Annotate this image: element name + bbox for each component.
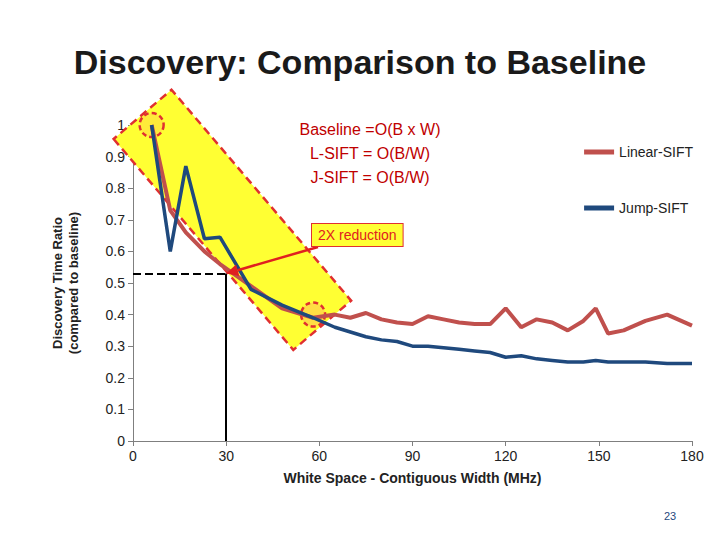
svg-text:0.5: 0.5 [106, 275, 126, 291]
svg-text:180: 180 [680, 448, 704, 464]
svg-text:0: 0 [129, 448, 137, 464]
svg-text:23: 23 [664, 510, 676, 522]
svg-text:0.6: 0.6 [106, 243, 126, 259]
svg-text:Discovery: Comparison to Basel: Discovery: Comparison to Baseline [74, 43, 647, 81]
svg-text:L-SIFT = O(B/W): L-SIFT = O(B/W) [310, 145, 430, 162]
svg-text:J-SIFT = O(B/W): J-SIFT = O(B/W) [310, 169, 429, 186]
svg-text:0.3: 0.3 [106, 338, 126, 354]
svg-text:White Space - Contiguous Width: White Space - Contiguous Width (MHz) [283, 470, 541, 486]
svg-text:Discovery Time Ratio: Discovery Time Ratio [50, 217, 65, 349]
svg-text:0.8: 0.8 [106, 180, 126, 196]
svg-text:0.7: 0.7 [106, 212, 126, 228]
svg-text:120: 120 [494, 448, 518, 464]
svg-text:Baseline =O(B x W): Baseline =O(B x W) [300, 121, 441, 138]
svg-text:60: 60 [312, 448, 328, 464]
svg-text:0.1: 0.1 [106, 401, 126, 417]
svg-text:0: 0 [117, 433, 125, 449]
svg-text:90: 90 [405, 448, 421, 464]
svg-text:150: 150 [587, 448, 611, 464]
svg-text:Jump-SIFT: Jump-SIFT [619, 200, 689, 216]
svg-text:(compared to baseline): (compared to baseline) [66, 212, 81, 354]
svg-text:30: 30 [218, 448, 234, 464]
svg-text:1: 1 [117, 117, 125, 133]
svg-text:Linear-SIFT: Linear-SIFT [619, 144, 693, 160]
svg-text:0.4: 0.4 [106, 307, 126, 323]
svg-text:0.2: 0.2 [106, 370, 126, 386]
svg-text:2X reduction: 2X reduction [318, 227, 397, 243]
svg-text:0.9: 0.9 [105, 148, 125, 165]
